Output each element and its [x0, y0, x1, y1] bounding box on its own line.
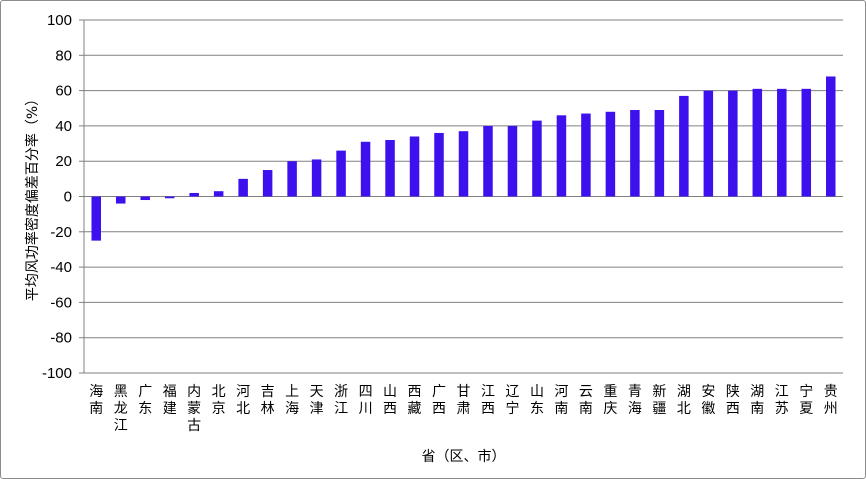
bar: [115, 196, 126, 204]
y-tick-label: -80: [50, 330, 72, 347]
x-category-label: 山西: [383, 384, 397, 417]
y-tick-label: -100: [42, 365, 72, 382]
bar: [752, 88, 763, 197]
x-category-label: 天津: [310, 384, 324, 417]
bar: [287, 161, 297, 197]
bar: [336, 150, 346, 197]
x-category-label: 宁夏: [799, 383, 813, 417]
bar: [630, 110, 640, 197]
x-category-label: 陕西: [726, 384, 740, 417]
y-tick-label: 80: [55, 47, 72, 64]
bar: [801, 88, 812, 197]
y-tick-labels: 100 80 60 40 20 0 -20 -40 -60 -80 -100: [42, 12, 72, 382]
x-category-label: 青海: [628, 384, 642, 417]
bar: [164, 196, 175, 199]
y-tick-label: -20: [50, 224, 72, 241]
x-category-label: 江西: [481, 384, 495, 417]
x-category-label: 上海: [285, 384, 299, 417]
bar: [262, 170, 273, 197]
x-category-label: 湖北: [677, 384, 691, 417]
y-tick-label: 40: [55, 118, 72, 135]
bar: [654, 110, 665, 197]
bar: [458, 131, 469, 197]
bar: [238, 178, 248, 197]
bar: [777, 88, 787, 197]
y-tick-label: 100: [47, 12, 72, 29]
x-category-label: 吉林: [261, 384, 275, 417]
x-category-label: 内蒙古: [187, 384, 201, 434]
bar: [703, 90, 714, 197]
bar: [189, 192, 199, 197]
x-category-label: 西藏: [408, 384, 422, 417]
x-category-label: 重庆: [603, 384, 617, 417]
bar: [360, 141, 371, 197]
bar: [556, 115, 567, 197]
y-axis-title: 平均风功率密度偏差百分率（%）: [24, 92, 41, 301]
x-category-label: 云南: [579, 384, 593, 417]
bars: [91, 76, 836, 241]
x-category-label: 广东: [138, 384, 152, 417]
x-category-label: 江苏: [775, 384, 789, 417]
bar: [483, 125, 493, 197]
bar: [507, 125, 518, 197]
bar: [311, 159, 322, 197]
bar: [728, 90, 738, 197]
bar: [91, 196, 101, 241]
bar: [409, 136, 420, 197]
x-category-labels: 海南黑龙江广东福建内蒙古北京河北吉林上海天津浙江四川山西西藏广西甘肃江西辽宁山东…: [89, 383, 838, 434]
x-category-label: 山东: [530, 384, 544, 417]
x-category-label: 甘肃: [457, 384, 471, 417]
bar: [581, 113, 591, 197]
bar: [140, 196, 150, 201]
x-category-label: 河南: [554, 384, 568, 417]
bar: [434, 132, 444, 197]
bar: [385, 140, 395, 197]
y-tick-label: -60: [50, 294, 72, 311]
bar: [605, 111, 616, 197]
x-category-label: 贵州: [824, 384, 838, 417]
bar: [826, 76, 836, 197]
x-category-label: 北京: [212, 384, 226, 417]
x-category-label: 广西: [432, 384, 446, 417]
y-tick-label: 20: [55, 153, 72, 170]
y-tick-label: 60: [55, 83, 72, 100]
x-category-label: 海南: [89, 384, 103, 417]
x-axis-title: 省（区、市）: [422, 448, 506, 465]
x-category-label: 四川: [359, 384, 373, 417]
y-tick-label: -40: [50, 259, 72, 276]
x-category-label: 安徽: [701, 384, 715, 417]
x-category-label: 河北: [236, 384, 250, 417]
y-tick-label: 0: [64, 189, 72, 206]
x-category-label: 福建: [163, 384, 177, 417]
x-category-label: 黑龙江: [114, 384, 128, 434]
x-category-label: 浙江: [334, 384, 348, 417]
bar: [532, 120, 542, 197]
x-category-label: 辽宁: [505, 384, 519, 417]
bar: [213, 191, 224, 197]
x-category-label: 新疆: [652, 384, 666, 417]
bar: [679, 95, 689, 197]
x-category-label: 湖南: [750, 384, 764, 417]
